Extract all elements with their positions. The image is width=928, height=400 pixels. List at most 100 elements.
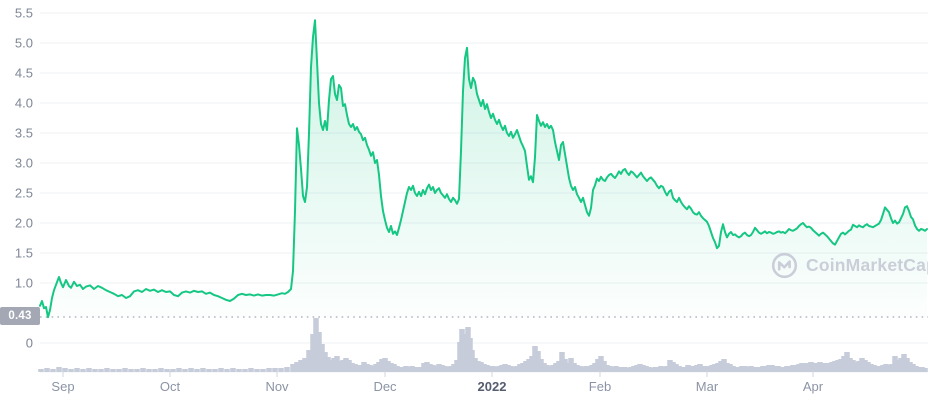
x-axis-label: 2022 <box>477 379 507 394</box>
volume-bar <box>706 366 712 372</box>
volume-bar <box>415 367 421 372</box>
volume-bar <box>904 358 910 372</box>
volume-bar <box>598 356 604 372</box>
volume-bar <box>859 358 865 372</box>
price-line[interactable] <box>39 19 928 319</box>
volume-bar <box>508 366 514 372</box>
volume-bar <box>547 366 553 372</box>
volume-bar <box>379 359 385 372</box>
volume-bar <box>553 363 559 372</box>
volume-bar <box>454 360 460 372</box>
price-area <box>40 20 927 318</box>
volume-bar <box>760 366 766 372</box>
volume-bar <box>92 369 98 372</box>
y-axis-label: 1.0 <box>14 275 33 291</box>
volume-bar <box>766 365 772 372</box>
volume-bar <box>838 359 844 372</box>
volume-bar <box>325 357 331 372</box>
volume-bar <box>526 359 532 372</box>
volume-bar <box>406 367 412 372</box>
volume-bar <box>104 368 110 372</box>
volume-bar <box>128 369 134 372</box>
volume-bar <box>631 366 637 372</box>
volume-bar <box>298 360 304 372</box>
volume-bar <box>592 363 598 372</box>
volume-bar <box>278 368 284 372</box>
volume-bar <box>685 365 691 372</box>
y-axis-label: 2.5 <box>14 185 33 201</box>
volume-bar <box>343 358 349 372</box>
volume-bar <box>865 362 871 372</box>
volume-bar <box>385 361 391 372</box>
volume-bar <box>892 356 898 372</box>
volume-bar <box>505 365 511 372</box>
volume-bar <box>802 363 808 372</box>
volume-bar <box>583 366 589 372</box>
volume-bar <box>724 363 730 372</box>
volume-bar <box>670 362 676 372</box>
volume-bar <box>400 367 406 372</box>
volume-bar <box>152 369 158 372</box>
volume-bar <box>493 367 499 372</box>
volume-bar <box>367 365 373 372</box>
volume-bar <box>430 365 436 372</box>
volume-bar <box>565 363 571 372</box>
volume-bar <box>388 363 394 372</box>
volume-bar <box>499 365 505 372</box>
volume-bar <box>889 364 895 372</box>
volume-bar <box>586 366 592 372</box>
volume-bar <box>853 362 859 372</box>
volume-bar <box>727 364 733 372</box>
volume-bar <box>745 367 751 372</box>
volume-bar <box>306 350 312 372</box>
volume-bar <box>703 366 709 372</box>
x-axis-label: Apr <box>802 379 824 394</box>
volume-bar <box>793 365 799 372</box>
volume-bar <box>535 351 541 372</box>
volume-bar <box>616 367 622 372</box>
volume-bar <box>254 369 260 372</box>
volume-bar <box>164 369 170 372</box>
volume-bar <box>260 369 266 372</box>
volume-bar <box>781 367 787 372</box>
volume-bar <box>418 367 424 372</box>
volume-bar <box>487 366 493 372</box>
volume-bar <box>580 367 586 372</box>
volume-bar <box>778 367 784 372</box>
volume-bar <box>412 367 418 372</box>
volume-bar <box>358 365 364 372</box>
volume-bar <box>140 368 146 372</box>
volume-bar <box>730 366 736 372</box>
volume-bar <box>595 359 601 372</box>
volume-bar <box>50 369 56 372</box>
volume-bar <box>230 368 236 372</box>
volume-bar <box>310 334 316 372</box>
volume-bar <box>337 361 343 372</box>
volume-bar <box>571 363 577 372</box>
volume-bar <box>640 365 646 372</box>
volume-bar <box>290 364 296 372</box>
volume-bar <box>658 366 664 372</box>
volume-bar <box>403 366 409 372</box>
y-axis-label: 4.0 <box>14 95 33 111</box>
volume-bar <box>832 361 838 372</box>
y-axis-label: 4.5 <box>14 65 33 81</box>
volume-bar <box>62 368 68 372</box>
volume-bar <box>248 368 254 372</box>
volume-bar <box>835 360 841 372</box>
x-axis-label: Dec <box>373 379 397 394</box>
volume-bar <box>469 350 475 372</box>
volume-bar <box>313 318 319 372</box>
volume-bar <box>38 369 44 372</box>
volume-bar <box>562 359 568 372</box>
volume-bar <box>514 366 520 372</box>
volume-bar <box>907 362 913 372</box>
volume-bar <box>913 366 919 372</box>
volume-bar <box>613 366 619 372</box>
volume-bar <box>182 369 188 372</box>
volume-bar <box>679 367 685 372</box>
volume-bar <box>448 366 454 372</box>
volume-bar <box>880 365 886 372</box>
